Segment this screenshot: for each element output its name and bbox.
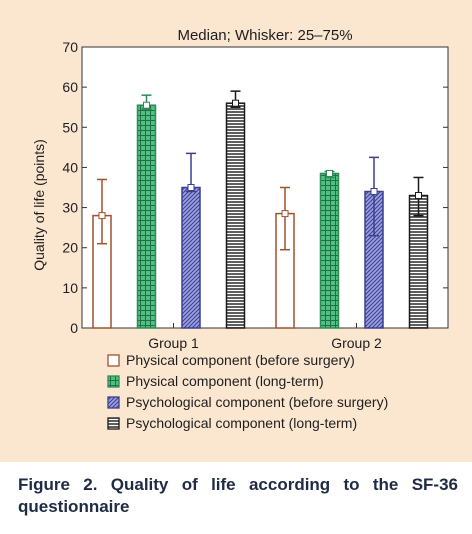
figure-caption: Figure 2. Quality of life according to t… xyxy=(18,475,458,516)
y-tick-label: 10 xyxy=(62,280,78,296)
median-marker xyxy=(281,210,289,218)
median-marker xyxy=(187,184,195,191)
y-tick-label: 70 xyxy=(62,39,78,55)
y-tick-label: 40 xyxy=(62,159,78,175)
median-marker xyxy=(232,99,239,107)
legend-swatch xyxy=(107,417,120,430)
legend-label: Physical component (before surgery) xyxy=(126,352,355,368)
legend-swatch xyxy=(107,396,120,409)
legend-swatch xyxy=(107,354,120,367)
x-tick-label: Group 1 xyxy=(148,335,199,351)
legend-label: Psychological component (before surgery) xyxy=(126,394,388,410)
x-axis-labels: Group 1 Group 2 xyxy=(148,323,382,351)
y-tick-label: 60 xyxy=(62,79,78,95)
chart-title: Median; Whisker: 25–75% xyxy=(177,27,352,44)
median-marker xyxy=(370,188,378,196)
legend: Physical component (before surgery) Physi… xyxy=(107,352,388,431)
legend-label: Psychological component (long-term) xyxy=(126,415,357,431)
y-tick-label: 50 xyxy=(62,119,78,135)
x-tick-label: Group 2 xyxy=(331,335,382,351)
median-marker xyxy=(326,169,333,177)
legend-swatch xyxy=(107,375,120,388)
bar xyxy=(319,172,340,329)
y-axis-ticks: 0 10 20 30 40 50 60 70 xyxy=(62,39,448,336)
legend-label: Physical component (long-term) xyxy=(126,373,324,389)
y-tick-label: 20 xyxy=(62,240,78,256)
bar xyxy=(136,104,157,329)
median-marker xyxy=(415,192,422,200)
y-tick-label: 30 xyxy=(62,200,78,216)
bar-series xyxy=(92,90,429,329)
median-marker xyxy=(143,101,150,109)
median-marker xyxy=(98,212,106,220)
y-axis-label: Quality of life (points) xyxy=(31,139,47,271)
figure-panel: Median; Whisker: 25–75% Quality of life … xyxy=(0,0,472,462)
bar xyxy=(225,102,246,329)
y-tick-label: 0 xyxy=(70,320,78,336)
bar xyxy=(181,186,201,329)
bar-chart: Median; Whisker: 25–75% Quality of life … xyxy=(31,27,449,431)
